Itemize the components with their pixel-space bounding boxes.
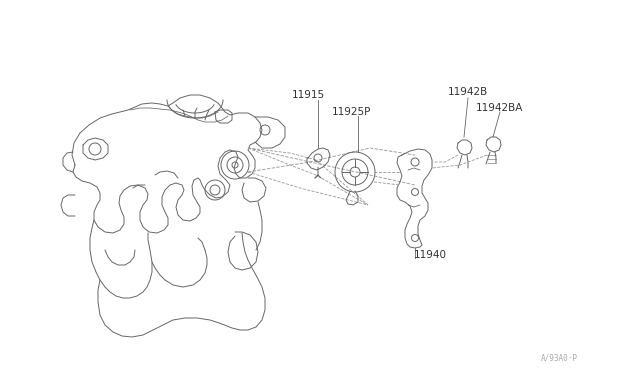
- Text: 11925P: 11925P: [332, 107, 372, 117]
- Text: 11942BA: 11942BA: [476, 103, 524, 113]
- Text: 11940: 11940: [413, 250, 447, 260]
- Text: 11915: 11915: [291, 90, 324, 100]
- Text: A/93A0·P: A/93A0·P: [541, 353, 578, 362]
- Text: 11942B: 11942B: [448, 87, 488, 97]
